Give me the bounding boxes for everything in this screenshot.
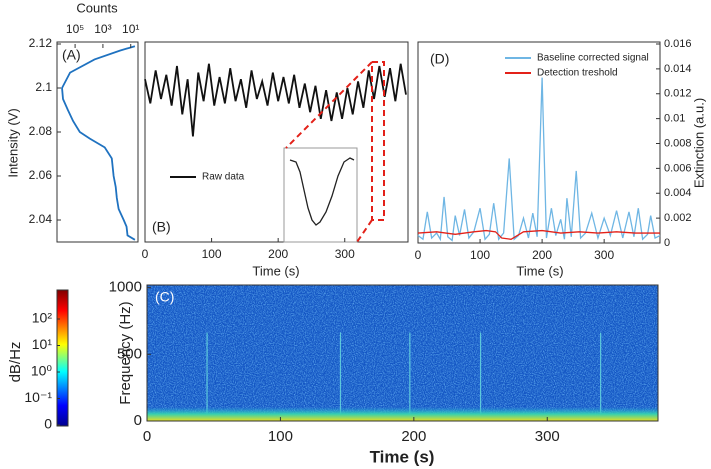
x-axis-label: Time (s) bbox=[516, 263, 563, 278]
y-tick-label: 2.06 bbox=[29, 168, 53, 182]
y-tick-label: 2.04 bbox=[29, 212, 53, 226]
y-tick-label: 0 bbox=[134, 412, 142, 429]
plot-frame bbox=[146, 284, 659, 422]
y2-tick-label: 0.008 bbox=[664, 137, 692, 149]
x-tick-label: 100 bbox=[470, 248, 490, 262]
colorbar-tick-label: 10⁰ bbox=[31, 363, 53, 379]
y-axis-label: Extinction (a.u.) bbox=[691, 98, 706, 188]
x-axis-label: Time (s) bbox=[370, 447, 435, 466]
zoom-line bbox=[285, 61, 373, 149]
y-tick-label: 2.08 bbox=[29, 124, 53, 138]
x-tick-label: 300 bbox=[335, 247, 355, 261]
panel-label: (A) bbox=[62, 47, 81, 63]
x-tick-label: 10¹ bbox=[122, 22, 139, 36]
colorbar-label: dB/Hz bbox=[7, 342, 24, 383]
x-tick-label: 200 bbox=[268, 247, 288, 261]
spectrogram-noise bbox=[147, 285, 658, 421]
colorbar-tick-label: 0 bbox=[44, 416, 52, 432]
inset-trace bbox=[289, 157, 355, 226]
x-tick-label: 10⁵ bbox=[66, 22, 84, 36]
x-tick-label: 200 bbox=[401, 428, 426, 445]
zoom-annotation bbox=[283, 61, 385, 243]
y-axis-label: Frequency (Hz) bbox=[117, 301, 134, 404]
x-tick-label: 10³ bbox=[94, 22, 111, 36]
y2-tick-label: 0.016 bbox=[664, 38, 692, 50]
y-axis-label: Intensity (V) bbox=[5, 108, 20, 177]
x-tick-label: 100 bbox=[202, 247, 222, 261]
panel-label: (D) bbox=[430, 51, 449, 67]
series-line bbox=[417, 77, 661, 242]
y2-tick-label: 0.004 bbox=[664, 187, 692, 199]
zoom-line bbox=[356, 219, 373, 243]
colorbar-tick-label: 10⁻¹ bbox=[24, 389, 52, 405]
panel-label: (B) bbox=[152, 219, 171, 235]
legend-label: Raw data bbox=[202, 172, 245, 183]
y2-tick-label: 0.014 bbox=[664, 63, 692, 75]
x-tick-label: 0 bbox=[142, 247, 149, 261]
x-axis-label: Time (s) bbox=[252, 263, 299, 278]
y-tick-label: 1000 bbox=[109, 279, 142, 296]
colorbar-tick-label: 10¹ bbox=[32, 336, 53, 352]
y-tick-label: 2.1 bbox=[35, 80, 52, 94]
legend-label: Detection treshold bbox=[537, 68, 618, 79]
colorbar bbox=[56, 289, 69, 427]
x-tick-label: 300 bbox=[535, 428, 560, 445]
series-line bbox=[144, 63, 407, 137]
y-tick-label: 500 bbox=[117, 345, 142, 362]
x-tick-label: 200 bbox=[532, 248, 552, 262]
x-tick-label: 0 bbox=[415, 248, 422, 262]
x-axis-label: Counts bbox=[76, 0, 118, 15]
y2-tick-label: 0.006 bbox=[664, 162, 692, 174]
x-tick-label: 0 bbox=[143, 428, 151, 445]
series-line bbox=[417, 229, 660, 240]
y-tick-label: 2.12 bbox=[29, 36, 53, 50]
y2-tick-label: 0.012 bbox=[664, 88, 692, 100]
zoom-region bbox=[371, 61, 385, 221]
plot-frame bbox=[56, 41, 139, 243]
x-tick-label: 300 bbox=[594, 248, 614, 262]
panel-label: (C) bbox=[155, 289, 174, 305]
colorbar-tick-label: 10² bbox=[32, 310, 53, 326]
y2-tick-label: 0.01 bbox=[664, 113, 685, 125]
plot-frame bbox=[417, 41, 661, 244]
legend-label: Baseline corrected signal bbox=[537, 53, 649, 64]
plot-frame bbox=[144, 41, 409, 243]
y2-tick-label: 0.002 bbox=[664, 212, 692, 224]
series-line bbox=[61, 45, 136, 241]
y2-tick-label: 0 bbox=[664, 237, 670, 249]
x-tick-label: 100 bbox=[268, 428, 293, 445]
low-frequency-band bbox=[147, 407, 658, 421]
